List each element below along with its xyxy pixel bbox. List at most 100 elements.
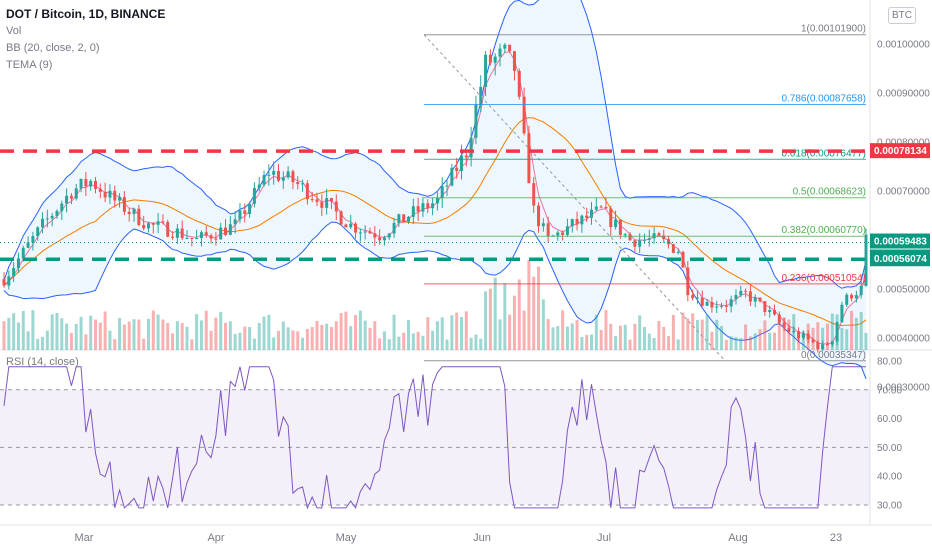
volume-bar — [570, 323, 574, 350]
volume-bar — [36, 338, 40, 350]
candle-body — [715, 306, 719, 308]
legend-tema[interactable]: TEMA (9) — [6, 59, 53, 71]
price-axis-tick-label: 0.00030000 — [877, 383, 930, 394]
fib-level-label: 0.5(0.00068623) — [793, 187, 866, 198]
legend-vol[interactable]: Vol — [6, 25, 22, 37]
candle-body — [219, 227, 223, 240]
candle-body — [686, 267, 690, 296]
volume-bar — [479, 338, 483, 350]
volume-bar — [522, 310, 526, 350]
candle-body — [758, 297, 762, 302]
rsi-axis-tick-label: 80.00 — [877, 357, 902, 368]
candle-body — [575, 219, 579, 225]
time-axis-tick-label: Aug — [728, 532, 748, 544]
volume-bar — [474, 334, 478, 350]
volume-bar — [363, 320, 367, 350]
candle-body — [12, 268, 16, 277]
candle-body — [137, 208, 141, 225]
candle-body — [378, 237, 382, 241]
volume-bar — [228, 321, 232, 350]
volume-bar — [334, 321, 338, 350]
candle-body — [296, 182, 300, 185]
volume-bar — [93, 319, 97, 350]
volume-bar — [816, 322, 820, 350]
volume-bar — [291, 330, 295, 350]
volume-bar — [431, 330, 435, 350]
candle-body — [599, 206, 603, 208]
price-badge — [870, 143, 930, 159]
volume-bar — [262, 316, 266, 350]
candle-body — [556, 232, 560, 236]
rsi-axis-tick-label: 60.00 — [877, 414, 902, 425]
volume-bar — [729, 336, 733, 350]
candle-body — [358, 232, 362, 234]
volume-bar — [720, 326, 724, 350]
currency-badge[interactable]: BTC — [888, 7, 916, 24]
candle-body — [700, 297, 704, 306]
candle-body — [681, 251, 685, 268]
volume-bar — [498, 319, 502, 350]
price-axis-tick-label: 0.00080000 — [877, 138, 930, 149]
volume-bar — [782, 317, 786, 350]
candle-body — [845, 294, 849, 305]
candle-body — [618, 219, 622, 235]
volume-bar — [252, 338, 256, 350]
time-axis-tick-label: May — [336, 532, 357, 544]
volume-bar — [416, 331, 420, 350]
volume-bar — [392, 314, 396, 350]
volume-bar — [31, 310, 35, 350]
volume-bar — [69, 332, 73, 350]
price-axis-tick-label: 0.00100000 — [877, 40, 930, 51]
volume-bar — [450, 315, 454, 350]
candle-body — [74, 188, 78, 199]
candle-body — [657, 233, 661, 236]
volume-bar — [773, 332, 777, 350]
candle-body — [744, 290, 748, 292]
volume-bar — [512, 295, 516, 350]
candle-body — [821, 344, 825, 349]
candle-body — [310, 199, 314, 201]
volume-bar — [647, 333, 651, 350]
symbol-title[interactable]: DOT / Bitcoin, 1D, BINANCE — [6, 7, 166, 21]
volume-bar — [565, 326, 569, 350]
legend-rsi[interactable]: RSI (14, close) — [6, 356, 79, 368]
fib-level-label: 0.618(0.00076477) — [781, 148, 866, 159]
fib-level-label: 0(0.00035347) — [801, 350, 866, 361]
volume-bar — [445, 339, 449, 350]
volume-bar — [623, 324, 627, 350]
legend-bb[interactable]: BB (20, close, 2, 0) — [6, 42, 100, 54]
volume-bar — [199, 320, 203, 350]
volume-bar — [132, 319, 136, 350]
volume-bar — [503, 282, 507, 350]
rsi-axis-tick-label: 30.00 — [877, 501, 902, 512]
candle-body — [127, 211, 131, 215]
price-badge-text: 0.00059483 — [874, 237, 927, 248]
volume-bar — [382, 331, 386, 350]
candle-body — [527, 133, 531, 184]
volume-bar — [296, 331, 300, 350]
candle-body — [638, 240, 642, 247]
candle-body — [281, 177, 285, 181]
volume-bar — [537, 266, 541, 350]
candle-body — [349, 223, 353, 228]
fib-level-label: 0.236(0.00051054) — [781, 273, 866, 284]
candle-body — [469, 137, 473, 158]
volume-bar — [618, 325, 622, 350]
volume-bar — [695, 319, 699, 350]
volume-bar — [79, 316, 83, 350]
volume-bar — [541, 299, 545, 350]
candle-body — [122, 197, 126, 212]
candle-body — [691, 295, 695, 299]
chart-legend: DOT / Bitcoin, 1D, BINANCE Vol BB (20, c… — [6, 6, 165, 74]
volume-bar — [667, 336, 671, 350]
volume-bar — [151, 310, 155, 350]
time-axis-tick-label: 23 — [830, 532, 842, 544]
volume-bar — [190, 339, 194, 350]
candle-body — [585, 215, 589, 218]
bb-upper-line — [3, 0, 867, 289]
volume-bar — [517, 279, 521, 350]
candle-body — [854, 295, 858, 299]
candle-body — [344, 224, 348, 228]
